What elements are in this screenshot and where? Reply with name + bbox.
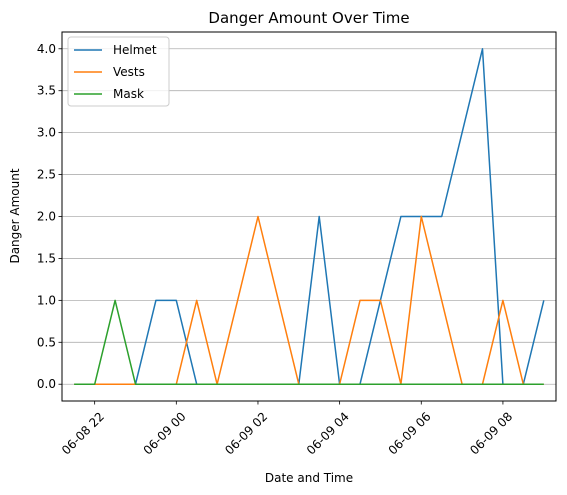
legend-label-mask: Mask	[113, 87, 144, 101]
y-tick-label: 0.5	[37, 335, 56, 349]
series-line-helmet	[74, 48, 545, 385]
series-line-mask	[74, 299, 544, 385]
x-tick-label: 06-09 08	[467, 409, 515, 457]
x-axis-label: Date and Time	[265, 471, 353, 485]
legend-box	[67, 36, 170, 107]
x-tick-label: 06-08 22	[59, 409, 107, 457]
x-tick-label: 06-09 00	[141, 409, 189, 457]
chart-title: Danger Amount Over Time	[208, 9, 409, 27]
y-axis-label: Danger Amount	[8, 168, 22, 263]
x-tick-label: 06-09 04	[304, 409, 352, 457]
y-tick-label: 1.0	[37, 293, 56, 307]
x-axis: 06-08 22 06-09 00 06-09 02 06-09 04 06-09 06…	[59, 401, 515, 457]
y-tick-label: 0.0	[37, 377, 56, 391]
y-axis: 0.0 0.5 1.0 1.5 2.0 2.5 3.0 3.5 4.0	[37, 42, 62, 391]
y-tick-label: 2.0	[37, 210, 56, 224]
x-tick-label: 06-09 06	[386, 409, 434, 457]
y-tick-label: 2.5	[37, 168, 56, 182]
legend-label-vests: Vests	[113, 65, 145, 79]
series-layer	[74, 48, 545, 385]
x-tick-label: 06-09 02	[222, 409, 270, 457]
y-tick-label: 4.0	[37, 42, 56, 56]
legend-label-helmet: Helmet	[113, 43, 157, 57]
y-tick-label: 3.5	[37, 84, 56, 98]
legend: Helmet Vests Mask	[67, 36, 170, 107]
y-tick-label: 1.5	[37, 251, 56, 265]
grid-lines	[62, 48, 556, 385]
y-tick-label: 3.0	[37, 126, 56, 140]
